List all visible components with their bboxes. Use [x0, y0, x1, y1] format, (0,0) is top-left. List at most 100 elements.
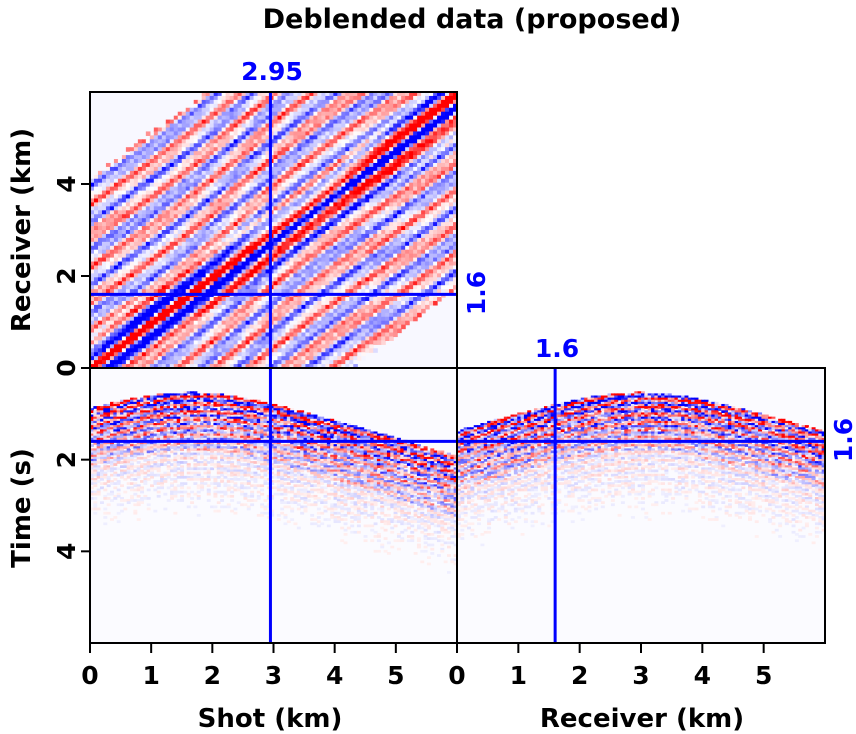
heatmap-cell — [297, 312, 303, 318]
heatmap-cell — [185, 170, 191, 176]
heatmap-cell — [361, 143, 366, 148]
heatmap-cell — [317, 139, 322, 144]
heatmap-cell — [313, 155, 318, 160]
heatmap-cell — [281, 253, 287, 259]
heatmap-cell — [297, 190, 303, 196]
heatmap-cell — [361, 206, 366, 211]
heatmap-cell — [313, 348, 318, 353]
heatmap-cell — [165, 159, 171, 164]
heatmap-cell — [193, 218, 199, 223]
heatmap-cell — [317, 214, 322, 219]
heatmap-cell — [261, 210, 267, 215]
heatmap-cell — [201, 131, 207, 136]
heatmap-cell — [121, 245, 127, 251]
heatmap-cell — [137, 297, 143, 302]
heatmap-cell — [337, 135, 342, 140]
heatmap-cell — [101, 257, 107, 263]
heatmap-cell — [261, 119, 267, 125]
heatmap-cell — [385, 328, 390, 334]
heatmap-cell — [313, 174, 318, 180]
heatmap-cell — [121, 324, 127, 330]
heatmap-cell — [237, 206, 243, 211]
heatmap-cell — [373, 190, 378, 196]
heatmap-cell — [193, 300, 199, 306]
heatmap-cell — [349, 281, 354, 286]
heatmap-cell — [209, 277, 215, 282]
heatmap-cell — [321, 289, 326, 294]
heatmap-cell — [93, 316, 99, 322]
heatmap-cell — [333, 265, 338, 271]
heatmap-cell — [345, 111, 350, 117]
heatmap-cell — [357, 332, 362, 338]
heatmap-cell — [177, 127, 183, 133]
heatmap-cell — [129, 245, 135, 251]
heatmap-cell — [177, 324, 183, 330]
heatmap-cell — [113, 214, 119, 219]
heatmap-cell — [133, 316, 139, 322]
heatmap-cell — [361, 135, 366, 140]
heatmap-cell — [337, 95, 342, 101]
heatmap-cell — [369, 92, 374, 97]
heatmap-cell — [105, 360, 111, 365]
heatmap-cell — [325, 103, 330, 109]
heatmap-cell — [177, 281, 183, 286]
heatmap-cell — [221, 127, 227, 133]
heatmap-cell — [377, 186, 382, 192]
heatmap-cell — [189, 340, 195, 345]
heatmap-cell — [185, 147, 191, 152]
heatmap-cell — [229, 281, 235, 286]
heatmap-cell — [373, 241, 378, 247]
heatmap-cell — [353, 107, 358, 113]
heatmap-cell — [101, 320, 107, 326]
heatmap-cell — [137, 261, 143, 267]
heatmap-cell — [181, 190, 187, 196]
heatmap-cell — [249, 320, 255, 326]
heatmap-cell — [289, 103, 295, 109]
heatmap-cell — [157, 304, 163, 310]
heatmap-cell — [277, 332, 283, 338]
heatmap-cell — [377, 95, 382, 101]
heatmap-cell — [201, 103, 207, 109]
heatmap-cell — [333, 249, 338, 255]
heatmap-cell — [233, 186, 239, 192]
heatmap-cell — [277, 277, 283, 282]
heatmap-cell — [329, 356, 334, 361]
heatmap-cell — [385, 245, 390, 251]
heatmap-cell — [141, 170, 147, 176]
heatmap-cell — [329, 312, 334, 318]
heatmap-cell — [369, 95, 374, 101]
heatmap-cell — [157, 218, 163, 223]
heatmap-cell — [181, 304, 187, 310]
heatmap-cell — [209, 269, 215, 274]
heatmap-cell — [249, 226, 255, 231]
heatmap-cell — [90, 304, 95, 310]
heatmap-cell — [201, 151, 207, 156]
heatmap-cell — [361, 233, 366, 239]
heatmap-cell — [197, 174, 203, 180]
heatmap-cell — [225, 115, 231, 121]
heatmap-cell — [289, 344, 295, 349]
heatmap-cell — [177, 253, 183, 259]
heatmap-cell — [121, 214, 127, 219]
heatmap-cell — [281, 300, 287, 306]
heatmap-cell — [117, 308, 123, 314]
heatmap-cell — [257, 123, 263, 129]
heatmap-cell — [245, 190, 251, 196]
heatmap-cell — [193, 202, 199, 207]
heatmap-cell — [181, 135, 187, 140]
heatmap-cell — [213, 107, 219, 113]
heatmap-cell — [129, 198, 135, 203]
heatmap-cell — [369, 300, 374, 306]
heatmap-cell — [261, 237, 267, 243]
heatmap-cell — [293, 340, 299, 345]
heatmap-cell — [229, 151, 235, 156]
heatmap-cell — [129, 155, 135, 160]
heatmap-cell — [201, 245, 207, 251]
heatmap-cell — [393, 99, 398, 105]
heatmap-cell — [161, 269, 167, 274]
heatmap-cell — [325, 289, 330, 294]
heatmap-cell — [277, 289, 283, 294]
heatmap-cell — [181, 111, 187, 117]
heatmap-cell — [137, 336, 143, 341]
heatmap-cell — [181, 155, 187, 160]
